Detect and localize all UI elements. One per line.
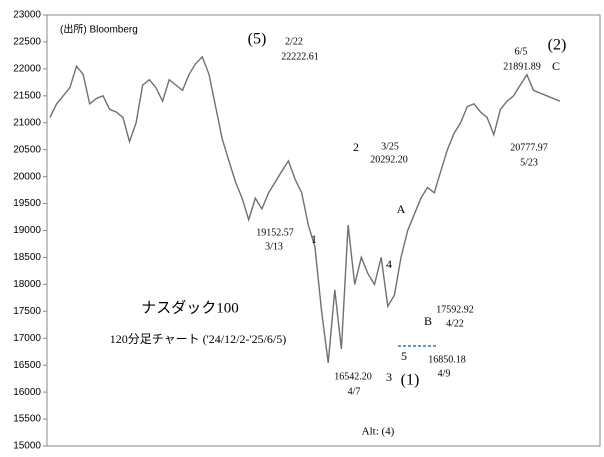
annotation: 17592.92 bbox=[436, 304, 474, 315]
annotation: (5) bbox=[248, 31, 267, 48]
plot-frame bbox=[46, 14, 601, 447]
annotation: 3/13 bbox=[265, 241, 283, 252]
annotation: 3/25 bbox=[381, 141, 399, 152]
annotation: 120分足チャート ('24/12/2-'25/6/5) bbox=[110, 332, 287, 346]
y-tick-label: 19500 bbox=[13, 198, 41, 209]
annotation: 2 bbox=[353, 140, 359, 154]
annotation: 4 bbox=[386, 257, 392, 271]
annotation: 2/22 bbox=[285, 36, 303, 47]
y-tick-label: 23000 bbox=[13, 10, 41, 21]
price-line bbox=[49, 55, 561, 363]
y-tick-label: 15000 bbox=[13, 441, 41, 452]
annotation: Alt: (4) bbox=[362, 426, 395, 438]
annotation: 4/7 bbox=[348, 386, 361, 397]
annotation: (2) bbox=[548, 37, 567, 54]
y-tick-label: 15500 bbox=[13, 414, 41, 425]
annotation: 22222.61 bbox=[281, 51, 319, 62]
annotation: 16542.20 bbox=[334, 371, 372, 382]
annotation: 4/9 bbox=[438, 368, 451, 379]
y-tick-label: 22000 bbox=[13, 64, 41, 75]
y-tick-label: 21500 bbox=[13, 90, 41, 101]
y-tick-label: 18000 bbox=[13, 279, 41, 290]
annotation: A bbox=[397, 202, 406, 216]
y-tick-label: 16500 bbox=[13, 360, 41, 371]
annotation: C bbox=[552, 59, 560, 73]
annotation: 3 bbox=[386, 370, 392, 384]
annotation: B bbox=[424, 314, 432, 328]
annotation: 1 bbox=[311, 232, 317, 246]
annotation: 19152.57 bbox=[256, 227, 294, 238]
y-tick-label: 19000 bbox=[13, 225, 41, 236]
y-tick-label: 22500 bbox=[13, 37, 41, 48]
y-tick-label: 17000 bbox=[13, 333, 41, 344]
annotation: 21891.89 bbox=[503, 61, 541, 72]
y-tick-label: 20000 bbox=[13, 171, 41, 182]
y-tick-label: 20500 bbox=[13, 144, 41, 155]
annotation: ナスダック100 bbox=[141, 299, 239, 316]
annotation: (出所) Bloomberg bbox=[60, 23, 138, 36]
annotation: 20292.20 bbox=[370, 154, 408, 165]
y-tick-label: 17500 bbox=[13, 306, 41, 317]
annotation: (1) bbox=[401, 372, 420, 389]
y-tick-label: 16000 bbox=[13, 387, 41, 398]
annotation: 6/5 bbox=[515, 46, 528, 57]
annotation: 4/22 bbox=[446, 318, 464, 329]
annotation: 5/23 bbox=[520, 157, 538, 168]
y-tick-label: 18500 bbox=[13, 252, 41, 263]
annotation: 5 bbox=[401, 349, 407, 363]
y-tick-label: 21000 bbox=[13, 117, 41, 128]
annotation: 16850.18 bbox=[428, 354, 466, 365]
annotation: 20777.97 bbox=[510, 142, 548, 153]
